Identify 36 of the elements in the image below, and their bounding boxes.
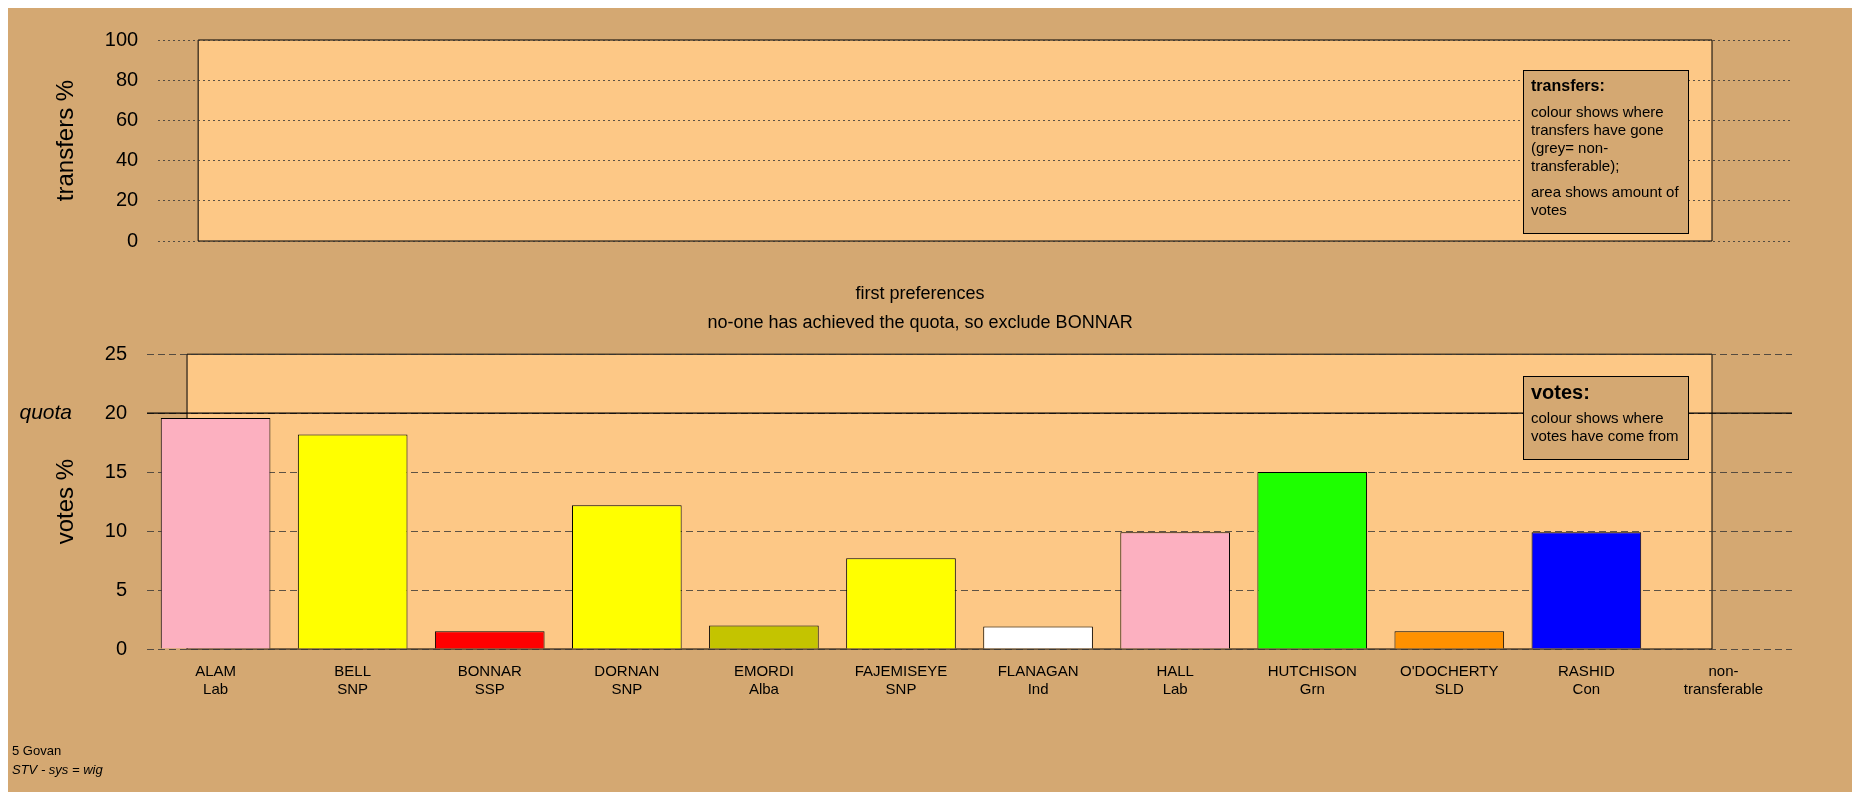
- y-tick-label: 0: [127, 228, 139, 251]
- x-tick-label: HUTCHISON Grn: [1267, 662, 1357, 698]
- y-tick-label: 40: [115, 148, 139, 171]
- annotation: colour shows where transfers have gone (grey= non-transferable);: [1531, 103, 1665, 175]
- annotation: area shows amount of votes: [1531, 183, 1680, 219]
- y-tick-label: 20: [104, 400, 128, 423]
- x-tick-label: BELL SNP: [334, 662, 372, 698]
- y-tick-label: 10: [104, 518, 128, 541]
- y-tick-label: 15: [104, 459, 128, 482]
- annotation: transfers:: [1531, 77, 1606, 95]
- x-tick-label: FLANAGAN Ind: [997, 662, 1079, 698]
- text: 5 Govan: [12, 742, 63, 760]
- y-tick-label: 5: [115, 577, 128, 600]
- chart-title: first preferences: [855, 282, 985, 303]
- y-axis-title: transfers %: [51, 79, 79, 202]
- y-tick-label: 100: [104, 27, 139, 50]
- x-tick-label: O'DOCHERTY SLD: [1400, 662, 1499, 698]
- y-axis-title: votes %: [51, 458, 79, 545]
- y-tick-label: 60: [115, 107, 139, 130]
- chart-subtitle: no-one has achieved the quota, so exclude BONNAR: [707, 312, 1133, 333]
- x-tick-label: FAJEMISEYE SNP: [854, 662, 948, 698]
- y-tick-label: 80: [115, 67, 139, 90]
- x-tick-label: HALL Lab: [1156, 662, 1194, 698]
- text: STV - sys = wig: [12, 761, 103, 779]
- x-tick-label: ALAM Lab: [195, 662, 237, 698]
- x-tick-label: EMORDI Alba: [733, 662, 794, 698]
- y-tick-label: 20: [115, 188, 139, 211]
- annotation: colour shows where votes have come from: [1531, 409, 1680, 445]
- x-tick-label: DORNAN SNP: [594, 662, 660, 698]
- annotation: votes:: [1531, 381, 1591, 403]
- x-tick-label: RASHID Con: [1558, 662, 1615, 698]
- x-tick-label: BONNAR SSP: [457, 662, 522, 698]
- y-tick-label: 25: [104, 341, 128, 364]
- y-tick-label: 0: [115, 636, 128, 659]
- ref-line-label: quota: [19, 400, 73, 423]
- x-tick-label: non- transferable: [1683, 662, 1764, 698]
